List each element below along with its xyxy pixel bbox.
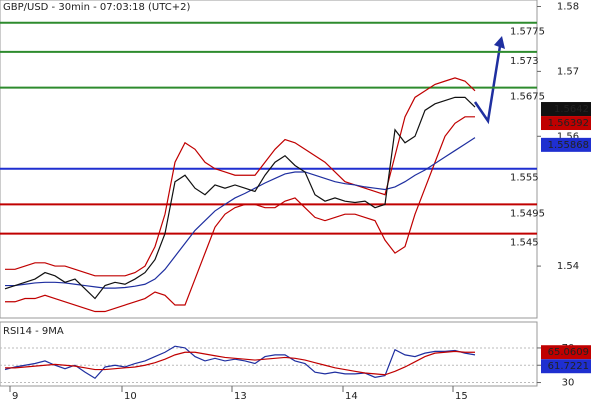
series-line	[5, 350, 475, 376]
price-tag-label: 1.55868	[548, 140, 589, 151]
y-tick-label: 1.54	[557, 261, 579, 272]
level-label: 1.573	[510, 56, 539, 67]
level-label: 1.5495	[510, 208, 545, 219]
chart-title: GBP/USD - 30min - 07:03:18 (UTC+2)	[3, 2, 190, 13]
series-line	[5, 137, 476, 289]
x-tick-label: 14	[345, 391, 358, 402]
price-tag	[541, 345, 591, 360]
price-tag	[541, 359, 591, 374]
series-line	[4, 345, 476, 379]
forecast-arrow	[473, 45, 502, 125]
series-line	[4, 96, 476, 300]
level-label: 1.555	[510, 173, 539, 184]
x-tick-label: 9	[12, 391, 18, 402]
level-label: 1.5775	[510, 27, 545, 38]
level-label: 1.5675	[510, 92, 545, 103]
y-tick-label: 30	[562, 378, 575, 389]
series-line	[5, 77, 476, 277]
price-tag-label: 61.7221	[548, 361, 589, 372]
price-tag	[541, 116, 591, 131]
arrow-head	[494, 36, 505, 49]
level-label: 1.545	[510, 238, 539, 249]
price-tag-label: 65.0609	[548, 347, 589, 358]
price-pane	[0, 0, 538, 319]
y-tick-label: 1.58	[557, 1, 579, 12]
x-tick-label: 13	[234, 391, 247, 402]
x-tick-label: 15	[455, 391, 468, 402]
series-line	[5, 116, 475, 313]
y-tick-label: 1.56	[557, 131, 579, 142]
y-tick-label: 1.57	[557, 66, 579, 77]
x-tick-label: 10	[124, 391, 137, 402]
rsi-title: RSI14 - 9MA	[3, 326, 64, 337]
price-tag	[541, 102, 591, 117]
price-tag	[541, 137, 591, 152]
price-tag-label: 1.5642	[554, 104, 589, 115]
rsi-pane	[0, 321, 538, 387]
price-tag-label: 1.56392	[548, 118, 589, 129]
